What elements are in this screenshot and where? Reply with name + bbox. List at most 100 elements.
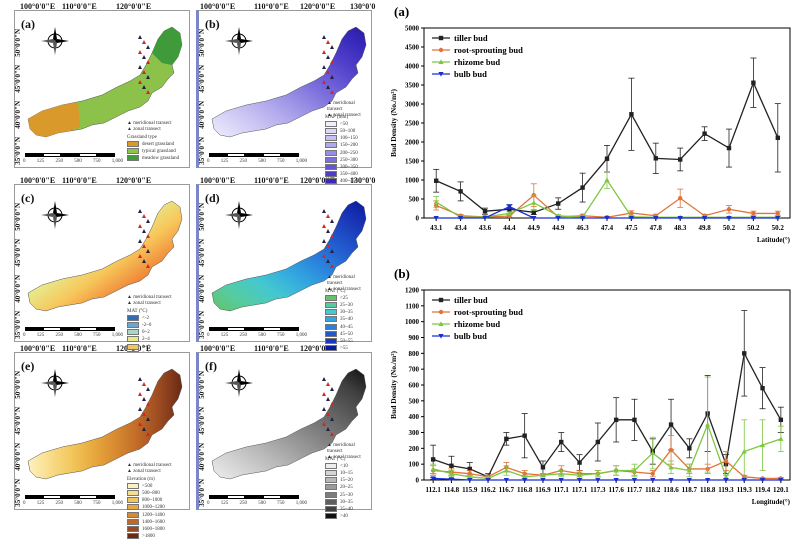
legend-swatch	[325, 156, 337, 163]
x-tick-label: 117.7	[627, 486, 643, 494]
transect-site-marker	[322, 35, 326, 39]
data-point	[723, 458, 729, 464]
data-point	[760, 385, 765, 391]
map-coord-top: 100°0'0"E	[200, 2, 236, 11]
transect-site-marker	[142, 40, 146, 44]
legend-text: 1400~1600	[142, 519, 165, 525]
legend-label: bulb bud	[454, 331, 487, 341]
legend-text: desert grassland	[142, 142, 175, 148]
legend-text: >40	[340, 514, 348, 520]
legend-text: 0~2	[142, 330, 150, 336]
transect-site-marker	[146, 219, 150, 223]
data-point	[650, 478, 656, 483]
scale-label: 0	[207, 159, 210, 164]
legend-swatch	[127, 336, 139, 343]
legend-text: 350~400	[340, 172, 358, 178]
transect-site-marker	[322, 80, 326, 84]
map-legend-title: MAT (°C)	[325, 289, 346, 294]
x-tick-label: 114.8	[444, 486, 460, 494]
map-coord-top: 100°0'0"E	[20, 2, 56, 11]
legend-marker	[438, 297, 444, 303]
data-point	[775, 211, 780, 216]
data-point	[705, 421, 711, 427]
map-legend-item: 350~400	[325, 170, 358, 178]
map-legend-item: 1000~1200	[127, 504, 165, 511]
map-legend-item: 20~25	[325, 484, 353, 491]
map-legend-title: Grassland type	[127, 135, 157, 140]
scale-bar	[25, 495, 115, 499]
data-point	[531, 200, 537, 205]
map-legend-item: 4~6	[127, 343, 152, 351]
legend-marker	[438, 72, 444, 77]
data-point	[430, 457, 436, 462]
map-legend-item: 0~2	[127, 329, 152, 336]
data-point	[678, 157, 683, 162]
data-point	[595, 439, 601, 445]
y-tick-label: 300	[409, 429, 420, 437]
map-coord-top: 100°0'0"E	[200, 176, 236, 185]
scale-label: 500	[258, 333, 266, 338]
data-point	[628, 216, 634, 221]
bud-density-latitude-chart: (a) 0 500 1000 1500 2000 2500 3000 3500 4000 4500 5…	[389, 4, 791, 244]
legend-swatch	[127, 483, 139, 489]
legend-text: 45~50	[340, 331, 353, 337]
data-point	[687, 446, 692, 451]
map-legend-item: 500~800	[127, 490, 165, 497]
map-panel-label: (f)	[205, 359, 217, 373]
transect-site-marker	[326, 412, 330, 416]
scale-label: 125	[220, 501, 229, 506]
data-point	[467, 478, 473, 483]
transect-site-marker	[146, 387, 150, 391]
scale-label: 125	[36, 333, 45, 338]
x-tick-label: 44.9	[528, 224, 541, 232]
data-point	[775, 216, 781, 221]
transect-site-marker	[142, 55, 146, 59]
scale-label: 1,000	[111, 159, 123, 164]
data-point	[653, 216, 659, 221]
legend-text: <50	[340, 122, 348, 128]
region-shape	[211, 200, 367, 312]
map-panel: (f) 50°0'0"N 45°0'0"N 40°0'0"N 35°0'0"N ▲ mer…	[196, 352, 372, 519]
data-point	[458, 189, 463, 194]
transect-site-marker	[142, 397, 146, 401]
transect-site-marker	[142, 259, 146, 263]
x-tick-label: 119.3	[718, 486, 734, 494]
chart-panel-label: (a)	[394, 4, 409, 19]
transect-site-marker	[326, 229, 330, 233]
legend-text: 25~30	[340, 492, 353, 498]
transect-site-marker	[322, 392, 326, 396]
x-tick-label: 118.7	[682, 486, 698, 494]
scale-bar	[25, 153, 115, 157]
region-shape	[211, 368, 367, 480]
data-point	[613, 417, 619, 423]
data-point	[723, 474, 729, 479]
data-point	[726, 216, 732, 221]
legend-text: -2~0	[142, 323, 152, 329]
data-point	[613, 467, 619, 473]
legend-swatch	[325, 149, 337, 156]
data-point	[434, 178, 439, 183]
compass-rose-icon	[225, 27, 253, 55]
legend-text: 30~35	[340, 499, 353, 505]
transect-site-marker	[326, 259, 330, 263]
legend-text: 35~40	[340, 317, 353, 323]
transect-site-marker	[138, 377, 142, 381]
map-legend-item: <-2	[127, 315, 152, 322]
legend-text: 10~15	[340, 471, 353, 477]
y-tick-label: 0	[416, 477, 420, 485]
maps-figure: 100°0'0"E 110°0'0"E 120°0'0"E 100°0'0"E …	[0, 0, 380, 539]
scale-bar	[25, 327, 115, 331]
map-coord-top: 100°0'0"E	[20, 344, 56, 353]
y-tick-label: 2500	[405, 120, 420, 128]
data-point	[668, 447, 674, 453]
x-tick-label: 117.1	[554, 486, 570, 494]
x-tick-label: 47.8	[650, 224, 663, 232]
map-legend-item: typical grassland	[127, 148, 179, 155]
legend-swatch	[325, 512, 337, 519]
transect-legend-item: ▲ meridional transect	[327, 101, 355, 112]
legend-swatch	[127, 504, 139, 511]
data-point	[540, 465, 546, 470]
legend-text: 40~45	[340, 324, 353, 330]
y-tick-label: 500	[409, 397, 420, 405]
transect-site-marker	[142, 85, 146, 89]
